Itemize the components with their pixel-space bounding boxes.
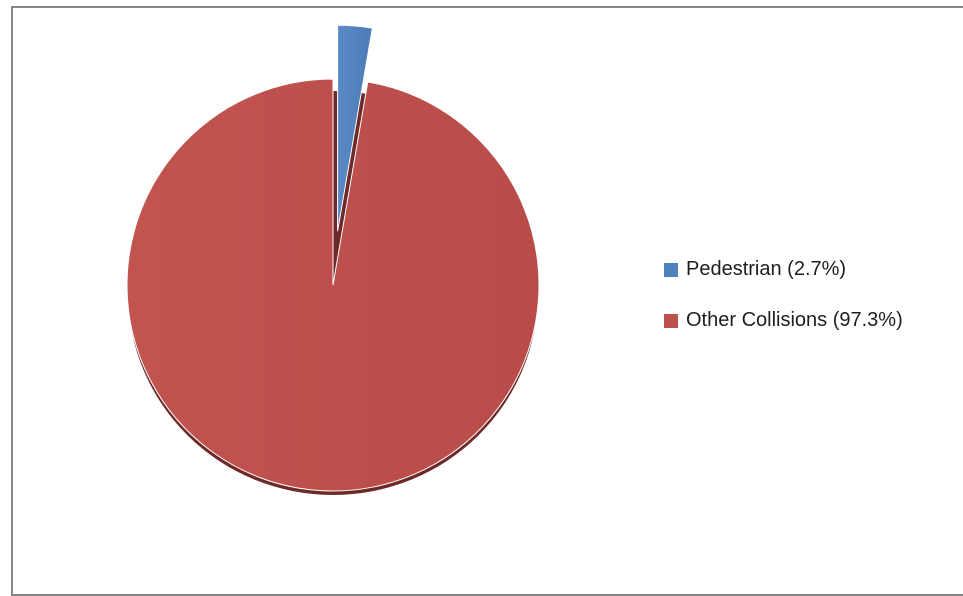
pie-slice-pedestrian — [337, 24, 373, 232]
legend-item-other-collisions: Other Collisions (97.3%) — [664, 307, 903, 334]
pie-slice-other-collisions — [126, 78, 540, 492]
legend-swatch-other-collisions — [664, 313, 678, 328]
legend-swatch-pedestrian — [664, 262, 678, 277]
legend-label-other-collisions: Other Collisions (97.3%) — [686, 309, 903, 331]
legend-label-pedestrian: Pedestrian (2.7%) — [686, 258, 847, 280]
legend: Pedestrian (2.7%) Other Collisions (97.3… — [664, 256, 903, 358]
legend-item-pedestrian: Pedestrian (2.7%) — [664, 256, 903, 283]
pie-chart — [126, 24, 540, 495]
